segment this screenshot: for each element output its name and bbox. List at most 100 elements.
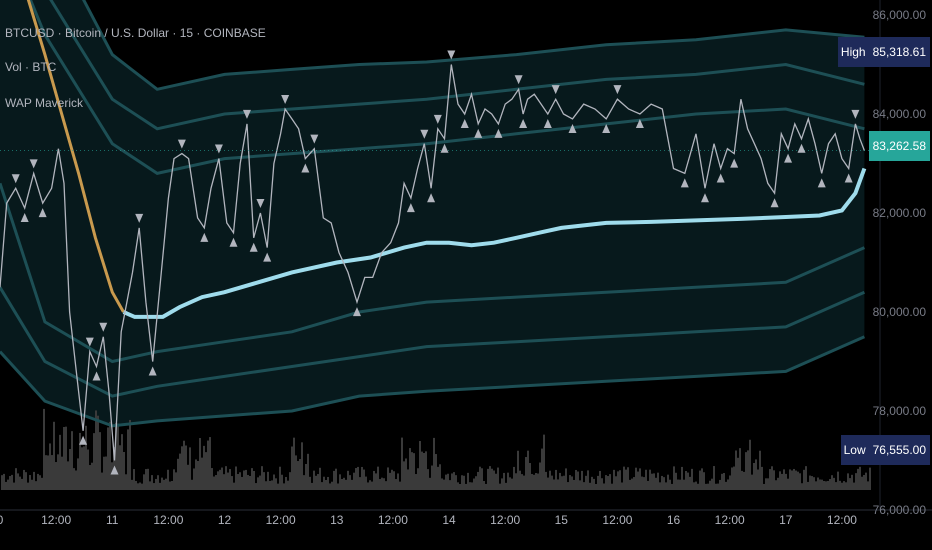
volume-bar	[255, 483, 257, 490]
volume-bar	[323, 476, 325, 490]
volume-bar	[391, 469, 393, 490]
volume-bar	[395, 479, 397, 490]
volume-bar	[755, 459, 757, 490]
x-tick-label: 0	[0, 513, 3, 527]
volume-bar	[543, 434, 545, 490]
buy-signal-marker	[797, 143, 806, 153]
volume-bar	[273, 474, 275, 490]
high-price-tag: High 85,318.61	[837, 37, 930, 67]
volume-bar	[693, 482, 695, 490]
volume-bar	[207, 440, 209, 490]
volume-bar	[521, 474, 523, 490]
volume-bar	[647, 480, 649, 490]
sell-signal-marker	[613, 85, 622, 95]
volume-bar	[59, 434, 61, 490]
volume-bar	[383, 478, 385, 490]
volume-bar	[823, 481, 825, 490]
sell-signal-marker	[135, 213, 144, 223]
volume-bar	[359, 477, 361, 490]
volume-bar	[225, 466, 227, 490]
volume-bar	[499, 483, 501, 490]
volume-bar	[23, 469, 25, 490]
volume-bar	[7, 479, 9, 490]
volume-bar	[429, 477, 431, 490]
volume-bar	[223, 474, 225, 490]
volume-bar	[115, 422, 117, 490]
volume-bar	[593, 478, 595, 490]
volume-bar	[795, 470, 797, 490]
volume-bar	[425, 451, 427, 490]
volume-bar	[549, 470, 551, 490]
volume-bar	[623, 466, 625, 490]
volume-bar	[645, 469, 647, 490]
volume-bar	[435, 454, 437, 490]
volume-bar	[653, 473, 655, 490]
volume-bar	[611, 483, 613, 490]
volume-bar	[859, 466, 861, 490]
volume-bar	[189, 447, 191, 490]
volume-bar	[153, 483, 155, 490]
volume-bar	[349, 475, 351, 490]
volume-bar	[655, 477, 657, 490]
volume-bar	[729, 475, 731, 490]
buy-signal-marker	[844, 173, 853, 183]
volume-bar	[89, 465, 91, 490]
volume-bar	[557, 479, 559, 490]
volume-bar	[17, 473, 19, 490]
volume-bar	[241, 476, 243, 490]
indicator-legend[interactable]: WAP Maverick	[5, 96, 84, 110]
volume-bar	[205, 452, 207, 490]
volume-bar	[125, 474, 127, 490]
volume-bar	[829, 479, 831, 490]
volume-bar	[601, 478, 603, 490]
volume-bar	[169, 481, 171, 490]
volume-bar	[313, 470, 315, 490]
volume-bar	[249, 476, 251, 490]
chart-title[interactable]: BTCUSD · Bitcoin / U.S. Dollar · 15 · CO…	[5, 26, 266, 40]
volume-bar	[401, 437, 403, 490]
volume-bar	[417, 468, 419, 490]
volume-bar	[665, 482, 667, 490]
buy-signal-marker	[770, 198, 779, 208]
buy-signal-marker	[784, 153, 793, 163]
volume-bar	[343, 477, 345, 490]
volume-bar	[99, 432, 101, 490]
volume-bar	[239, 472, 241, 490]
volume-bar	[771, 466, 773, 490]
volume-bar	[49, 443, 51, 490]
volume-bar	[109, 421, 111, 490]
volume-legend[interactable]: Vol · BTC	[5, 60, 57, 74]
volume-bar	[831, 475, 833, 490]
volume-bar	[657, 472, 659, 490]
volume-bar	[33, 471, 35, 490]
volume-bar	[111, 462, 113, 490]
volume-bar	[413, 453, 415, 490]
volume-bar	[587, 470, 589, 490]
volume-bar	[393, 471, 395, 490]
volume-bar	[83, 446, 85, 490]
volume-bar	[133, 469, 135, 490]
volume-bar	[171, 481, 173, 490]
volume-bar	[201, 457, 203, 490]
volume-bar	[187, 464, 189, 490]
volume-bar	[663, 477, 665, 490]
x-tick-label: 15	[554, 513, 568, 527]
volume-bar	[183, 440, 185, 490]
volume-bar	[447, 473, 449, 490]
high-value: 85,318.61	[868, 37, 930, 67]
volume-bar	[55, 462, 57, 490]
buy-signal-marker	[680, 178, 689, 188]
volume-bar	[149, 481, 151, 490]
volume-bar	[43, 408, 45, 490]
volume-bar	[93, 433, 95, 490]
volume-bar	[297, 461, 299, 490]
volume-bar	[723, 473, 725, 490]
volume-bar	[605, 475, 607, 490]
volume-bar	[253, 471, 255, 490]
volume-bar	[375, 473, 377, 490]
signal-markers-layer	[11, 50, 860, 475]
volume-bar	[711, 478, 713, 490]
volume-bar	[809, 475, 811, 490]
volume-bar	[853, 482, 855, 490]
